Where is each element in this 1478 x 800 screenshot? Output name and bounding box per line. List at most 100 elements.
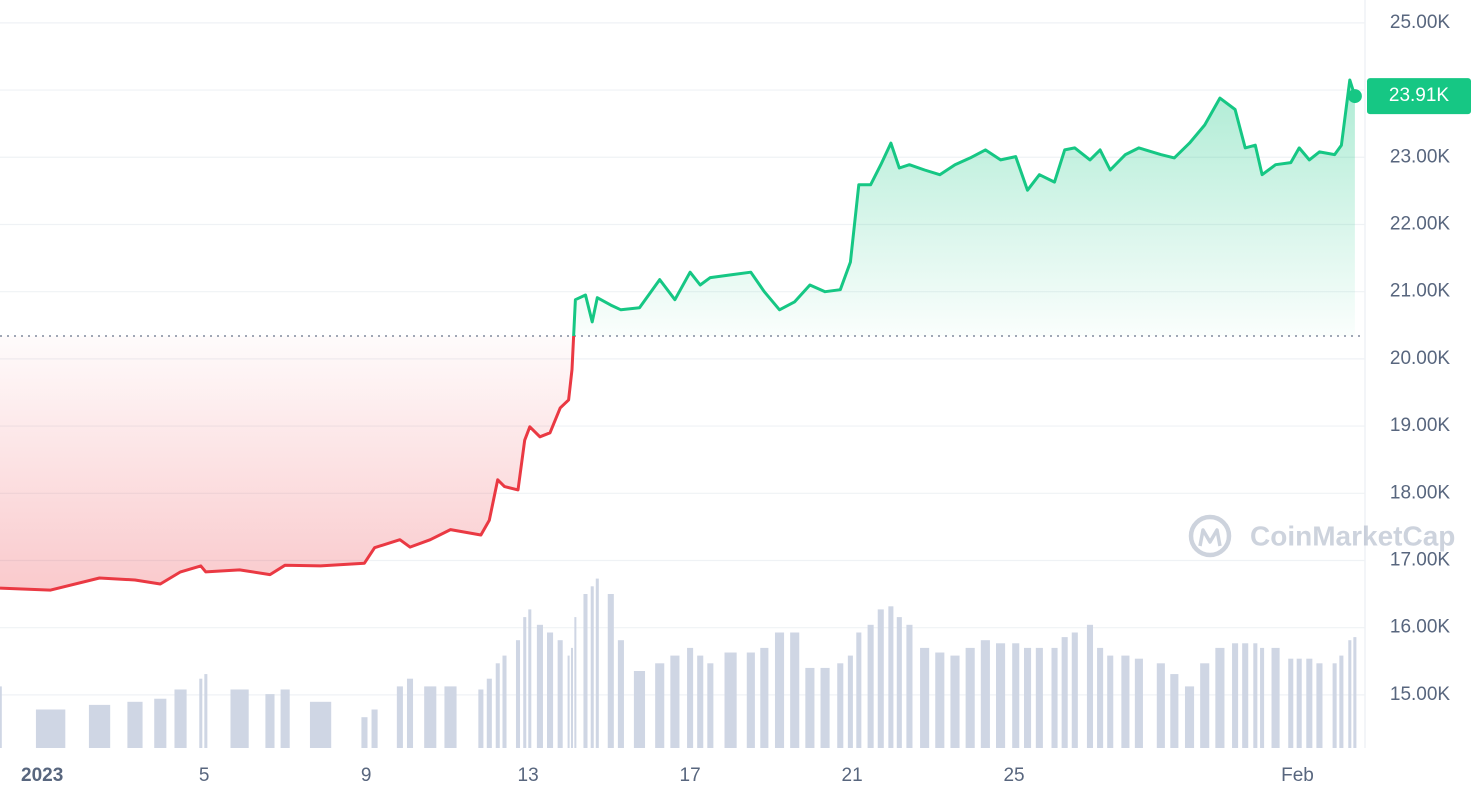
volume-bar [655, 663, 665, 748]
volume-bar [35, 709, 66, 748]
x-tick-label: 25 [1003, 765, 1024, 786]
volume-bar [127, 701, 143, 748]
volume-bar [1353, 637, 1357, 748]
volume-bar [774, 632, 785, 748]
volume-bar [174, 689, 187, 748]
volume-bar [906, 624, 913, 748]
volume-bar [1348, 640, 1352, 748]
volume-bar [856, 632, 862, 748]
volume-bar [1242, 643, 1249, 748]
volume-bar [1288, 658, 1294, 748]
volume-bar [528, 609, 532, 748]
y-tick-label: 16.00K [1390, 617, 1451, 638]
volume-bar [790, 632, 800, 748]
volume-bar [805, 667, 815, 748]
y-tick-label: 15.00K [1390, 684, 1451, 705]
volume-bar [877, 609, 884, 748]
volume-bar [847, 655, 853, 748]
watermark-text: CoinMarketCap [1250, 520, 1455, 551]
volume-bar [1253, 643, 1258, 748]
volume-bar [478, 689, 484, 748]
watermark: CoinMarketCap [1188, 514, 1455, 558]
volume-bar [486, 678, 492, 748]
x-tick-label: 2023 [21, 765, 63, 786]
volume-bar [265, 694, 275, 748]
volume-bar [1097, 647, 1104, 748]
volume-bar [995, 643, 1006, 748]
volume-bar [1232, 643, 1239, 748]
volume-bar [371, 709, 378, 748]
y-tick-label: 23.00K [1390, 146, 1451, 167]
volume-bar [583, 594, 588, 748]
volume-bar [1086, 624, 1094, 748]
price-line-down [0, 336, 576, 592]
volume-bar [406, 678, 414, 748]
x-tick-label: 5 [199, 765, 210, 786]
volume-bar [746, 652, 755, 748]
y-tick-label: 25.00K [1390, 12, 1451, 33]
current-dot [1347, 89, 1362, 104]
y-tick-label: 21.00K [1390, 281, 1451, 302]
x-tick-label: 13 [518, 765, 539, 786]
y-tick-label: 19.00K [1390, 415, 1451, 436]
y-tick-label: 17.00K [1390, 550, 1451, 571]
volume-bar [1156, 663, 1165, 748]
volume-bar [980, 640, 990, 748]
volume-bar [536, 624, 543, 748]
area-up [573, 80, 1355, 337]
volume-bar [1121, 655, 1130, 748]
x-tick-label: 9 [361, 765, 372, 786]
volume-bar [1071, 632, 1078, 748]
price-badge-label: 23.91K [1389, 85, 1450, 106]
x-tick-label: Feb [1281, 765, 1314, 786]
volume-bar [935, 652, 945, 748]
volume-bar [154, 698, 167, 748]
volume-bar [724, 652, 737, 748]
price-line-up [572, 78, 1357, 337]
y-tick-label: 22.00K [1390, 213, 1451, 234]
y-tick-label: 20.00K [1390, 348, 1451, 369]
volume-bar [633, 671, 646, 748]
volume-bar [687, 647, 694, 748]
volume-bar [547, 632, 554, 748]
x-tick-label: 17 [680, 765, 701, 786]
volume-bar [697, 655, 704, 748]
volume-bar [1316, 663, 1323, 748]
volume-bar [1271, 647, 1280, 748]
volume-bar [309, 701, 332, 748]
volume-bar [199, 678, 203, 748]
y-tick-label: 18.00K [1390, 482, 1451, 503]
volume-bar [1306, 658, 1313, 748]
volume-bar [0, 686, 2, 748]
volume-bar [570, 647, 573, 748]
volume-bar [595, 578, 599, 748]
volume-bar [567, 655, 570, 748]
volume-bar [280, 689, 290, 748]
volume-bar [1296, 658, 1302, 748]
volume-bar [396, 686, 403, 748]
volume-bar [888, 606, 894, 748]
volume-bar [1215, 647, 1225, 748]
volume-bar [617, 640, 624, 748]
volume-bar [1012, 643, 1020, 748]
volume-bar [1339, 655, 1344, 748]
volume-bar [424, 686, 437, 748]
volume-bar [920, 647, 930, 748]
volume-bar [760, 647, 769, 748]
volume-bar [502, 655, 507, 748]
volume-bar [1061, 637, 1068, 748]
volume-bar [820, 667, 830, 748]
volume-bar [1200, 663, 1210, 748]
volume-bar [1170, 674, 1179, 748]
volume-bar [88, 704, 111, 748]
volume-bar [1051, 647, 1058, 748]
volume-bar [837, 663, 844, 748]
volume-bar [523, 617, 527, 748]
x-tick-label: 21 [842, 765, 863, 786]
volume-bar [670, 655, 680, 748]
volume-bar [590, 586, 594, 748]
volume-bar [515, 640, 521, 748]
volume-bar [1035, 647, 1043, 748]
volume-bar [896, 617, 902, 748]
